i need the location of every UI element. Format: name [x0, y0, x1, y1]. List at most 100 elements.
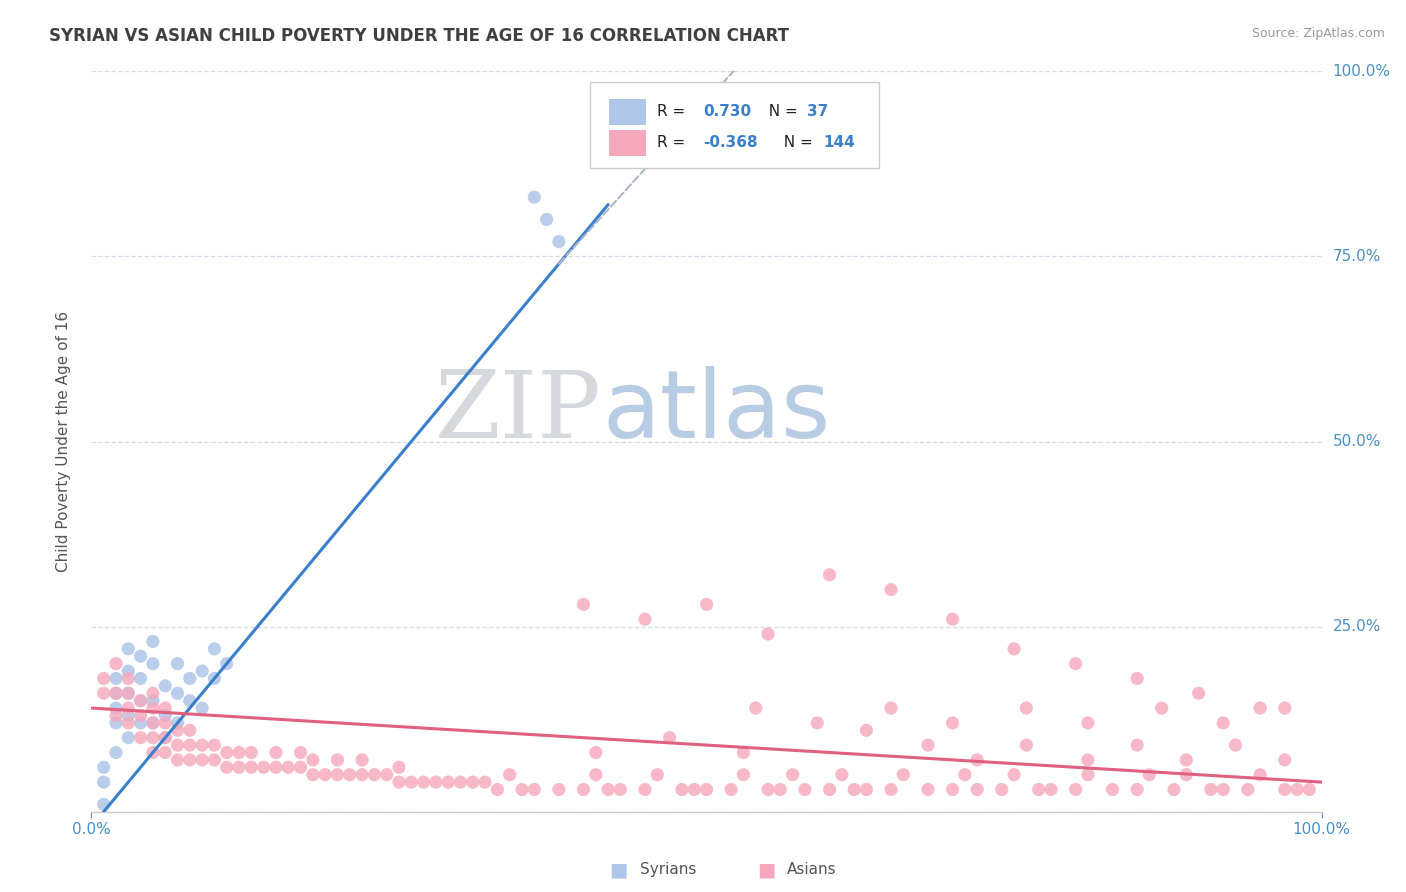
Point [671, 782, 693, 797]
Point [117, 708, 139, 723]
Point [1175, 767, 1198, 781]
Point [105, 686, 127, 700]
Point [891, 767, 914, 781]
Point [153, 731, 177, 745]
Point [105, 701, 127, 715]
Point [1077, 767, 1099, 781]
Point [105, 657, 127, 671]
FancyBboxPatch shape [609, 130, 647, 156]
Point [523, 190, 546, 204]
Point [191, 738, 214, 752]
Point [240, 760, 263, 774]
Point [793, 782, 815, 797]
Point [142, 686, 165, 700]
Text: N =: N = [775, 135, 813, 150]
Point [142, 731, 165, 745]
Point [153, 715, 177, 730]
Point [855, 723, 877, 738]
Point [547, 235, 569, 249]
Point [1199, 782, 1222, 797]
Point [1015, 738, 1038, 752]
Point [1212, 782, 1234, 797]
Point [153, 731, 177, 745]
Point [142, 634, 165, 648]
Point [1064, 782, 1087, 797]
Point [93, 797, 115, 812]
Point [585, 767, 607, 781]
Text: Source: ZipAtlas.com: Source: ZipAtlas.com [1251, 27, 1385, 40]
Point [363, 767, 385, 781]
Point [609, 782, 631, 797]
Text: 25.0%: 25.0% [1333, 619, 1381, 634]
Point [117, 731, 139, 745]
Point [153, 701, 177, 715]
Point [425, 775, 447, 789]
Point [941, 715, 963, 730]
Point [645, 767, 669, 781]
Point [1237, 782, 1260, 797]
Point [179, 672, 201, 686]
Point [153, 679, 177, 693]
Point [1028, 782, 1050, 797]
Text: SYRIAN VS ASIAN CHILD POVERTY UNDER THE AGE OF 16 CORRELATION CHART: SYRIAN VS ASIAN CHILD POVERTY UNDER THE … [49, 27, 789, 45]
Point [1163, 782, 1185, 797]
Point [1274, 782, 1296, 797]
Y-axis label: Child Poverty Under the Age of 16: Child Poverty Under the Age of 16 [56, 311, 70, 572]
Point [202, 753, 225, 767]
Point [301, 767, 323, 781]
Point [142, 715, 165, 730]
Point [880, 701, 903, 715]
Point [756, 782, 779, 797]
Text: -0.368: -0.368 [703, 135, 758, 150]
Point [215, 746, 238, 760]
Point [990, 782, 1012, 797]
Point [733, 767, 755, 781]
Point [1064, 657, 1087, 671]
Point [756, 627, 779, 641]
Point [314, 767, 336, 781]
Point [1126, 738, 1149, 752]
Point [1212, 715, 1234, 730]
Point [93, 760, 115, 774]
Point [1225, 738, 1247, 752]
Point [129, 708, 152, 723]
Point [166, 738, 188, 752]
Point [153, 746, 177, 760]
Point [498, 767, 520, 781]
Point [1274, 753, 1296, 767]
Point [179, 694, 201, 708]
Point [105, 686, 127, 700]
Point [352, 767, 374, 781]
Point [461, 775, 484, 789]
Point [129, 694, 152, 708]
Point [93, 686, 115, 700]
Text: ZIP: ZIP [436, 367, 602, 457]
Text: 50.0%: 50.0% [1333, 434, 1381, 449]
Point [695, 598, 717, 612]
Point [105, 746, 127, 760]
Point [117, 701, 139, 715]
Point [129, 731, 152, 745]
Text: 37: 37 [807, 103, 828, 119]
Point [953, 767, 976, 781]
Point [523, 782, 546, 797]
Point [634, 782, 657, 797]
Point [228, 760, 250, 774]
Point [129, 649, 152, 664]
Point [179, 738, 201, 752]
Point [326, 753, 349, 767]
Point [179, 723, 201, 738]
Point [179, 753, 201, 767]
Point [1285, 782, 1308, 797]
FancyBboxPatch shape [609, 99, 647, 125]
Point [941, 612, 963, 626]
Point [142, 657, 165, 671]
Point [388, 760, 411, 774]
Point [720, 782, 742, 797]
Point [166, 753, 188, 767]
Point [105, 672, 127, 686]
Point [941, 782, 963, 797]
Point [240, 746, 263, 760]
Point [842, 782, 865, 797]
Point [290, 746, 312, 760]
